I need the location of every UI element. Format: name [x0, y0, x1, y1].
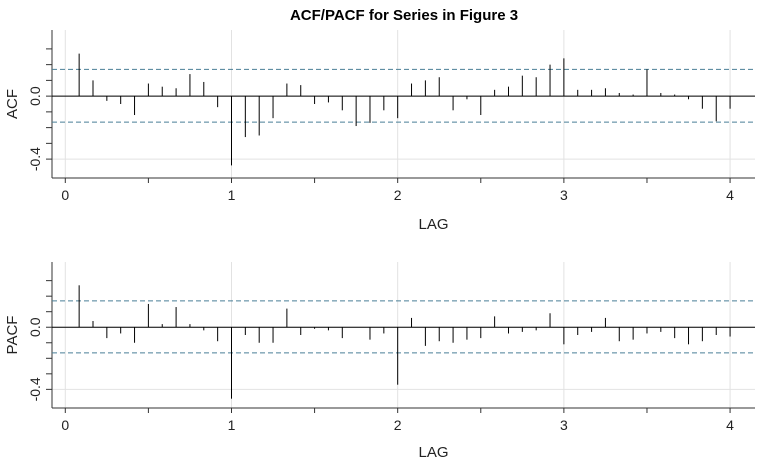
pacf-x-tick-label: 4	[726, 417, 734, 433]
acf-x-tick-label: 3	[560, 187, 568, 203]
pacf-y-tick-label: 0.0	[27, 317, 43, 337]
acf-x-tick-label: 2	[394, 187, 402, 203]
chart-title: ACF/PACF for Series in Figure 3	[290, 7, 518, 24]
pacf-panel: 0 1 2 3 4 -0.4 0.0 LAG PACF	[4, 262, 755, 461]
acf-y-tick-label: -0.4	[27, 147, 43, 171]
pacf-x-tick-label: 3	[560, 417, 568, 433]
pacf-x-tick-label: 0	[61, 417, 69, 433]
pacf-x-axis-label: LAG	[418, 444, 448, 461]
pacf-grid	[52, 262, 755, 408]
acf-x-axis-label: LAG	[418, 216, 448, 233]
acf-y-tick-label: 0.0	[27, 86, 43, 106]
pacf-x-tick-label: 1	[228, 417, 236, 433]
acf-x-tick-label: 0	[61, 187, 69, 203]
pacf-y-axis-label: PACF	[4, 316, 21, 355]
acf-grid	[52, 30, 755, 178]
acf-panel: 0 1 2 3 4 -0.4 0.0 LAG ACF	[4, 30, 755, 233]
acf-x-tick-label: 1	[228, 187, 236, 203]
pacf-y-tick-label: -0.4	[27, 377, 43, 401]
acf-x-tick-label: 4	[726, 187, 734, 203]
acf-y-axis-label: ACF	[4, 89, 21, 119]
pacf-x-tick-label: 2	[394, 417, 402, 433]
